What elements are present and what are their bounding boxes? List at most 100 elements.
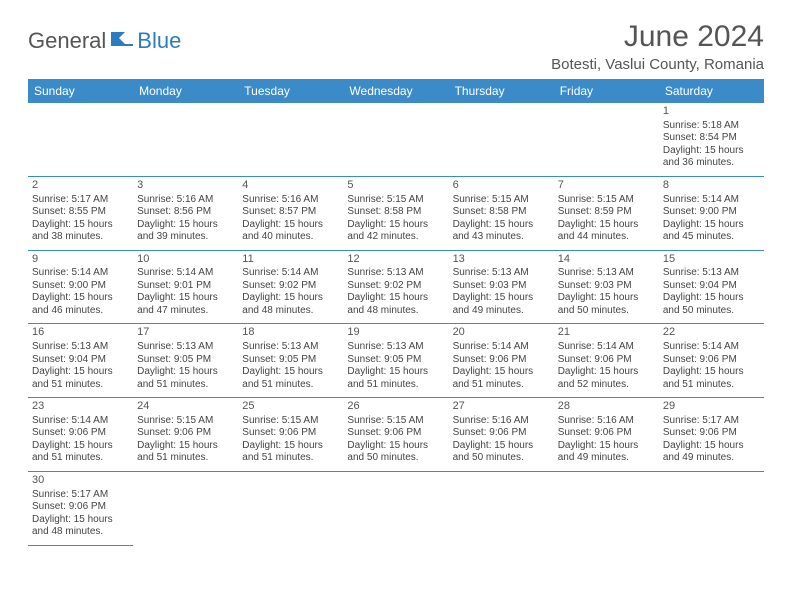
sunrise-text: Sunrise: 5:13 AM <box>558 267 655 280</box>
sunset-text: Sunset: 8:56 PM <box>137 206 234 219</box>
logo-flag-icon <box>111 30 135 53</box>
day-number: 2 <box>32 179 129 193</box>
sunset-text: Sunset: 9:02 PM <box>242 280 339 293</box>
day-number: 10 <box>137 253 234 267</box>
sunrise-text: Sunrise: 5:13 AM <box>137 341 234 354</box>
daylight-text: Daylight: 15 hours and 38 minutes. <box>32 219 129 244</box>
sunset-text: Sunset: 9:03 PM <box>558 280 655 293</box>
calendar-cell: 21Sunrise: 5:14 AMSunset: 9:06 PMDayligh… <box>554 324 659 398</box>
daylight-text: Daylight: 15 hours and 51 minutes. <box>137 440 234 465</box>
calendar-cell: 13Sunrise: 5:13 AMSunset: 9:03 PMDayligh… <box>449 250 554 324</box>
calendar-cell: 29Sunrise: 5:17 AMSunset: 9:06 PMDayligh… <box>659 398 764 472</box>
day-number: 15 <box>663 253 760 267</box>
day-info: Sunrise: 5:14 AMSunset: 9:06 PMDaylight:… <box>32 415 129 465</box>
day-info: Sunrise: 5:15 AMSunset: 9:06 PMDaylight:… <box>347 415 444 465</box>
day-number: 18 <box>242 326 339 340</box>
calendar-cell: 17Sunrise: 5:13 AMSunset: 9:05 PMDayligh… <box>133 324 238 398</box>
sunset-text: Sunset: 9:05 PM <box>347 354 444 367</box>
day-number: 20 <box>453 326 550 340</box>
sunset-text: Sunset: 9:05 PM <box>242 354 339 367</box>
sunrise-text: Sunrise: 5:14 AM <box>137 267 234 280</box>
calendar-cell <box>659 471 764 545</box>
daylight-text: Daylight: 15 hours and 50 minutes. <box>347 440 444 465</box>
calendar-cell: 30Sunrise: 5:17 AMSunset: 9:06 PMDayligh… <box>28 471 133 545</box>
calendar-cell: 12Sunrise: 5:13 AMSunset: 9:02 PMDayligh… <box>343 250 448 324</box>
sunset-text: Sunset: 9:06 PM <box>663 427 760 440</box>
calendar-cell: 10Sunrise: 5:14 AMSunset: 9:01 PMDayligh… <box>133 250 238 324</box>
calendar-body: 1Sunrise: 5:18 AMSunset: 8:54 PMDaylight… <box>28 103 764 545</box>
sunset-text: Sunset: 9:06 PM <box>32 427 129 440</box>
day-info: Sunrise: 5:16 AMSunset: 9:06 PMDaylight:… <box>558 415 655 465</box>
day-info: Sunrise: 5:14 AMSunset: 9:01 PMDaylight:… <box>137 267 234 317</box>
sunset-text: Sunset: 9:00 PM <box>32 280 129 293</box>
day-info: Sunrise: 5:15 AMSunset: 8:59 PMDaylight:… <box>558 194 655 244</box>
calendar-cell: 9Sunrise: 5:14 AMSunset: 9:00 PMDaylight… <box>28 250 133 324</box>
sunset-text: Sunset: 9:06 PM <box>558 427 655 440</box>
daylight-text: Daylight: 15 hours and 51 minutes. <box>453 366 550 391</box>
weekday-header: Tuesday <box>238 79 343 103</box>
sunrise-text: Sunrise: 5:14 AM <box>453 341 550 354</box>
day-info: Sunrise: 5:14 AMSunset: 9:06 PMDaylight:… <box>663 341 760 391</box>
daylight-text: Daylight: 15 hours and 51 minutes. <box>242 440 339 465</box>
daylight-text: Daylight: 15 hours and 50 minutes. <box>663 292 760 317</box>
daylight-text: Daylight: 15 hours and 49 minutes. <box>663 440 760 465</box>
calendar-cell: 24Sunrise: 5:15 AMSunset: 9:06 PMDayligh… <box>133 398 238 472</box>
sunset-text: Sunset: 9:06 PM <box>663 354 760 367</box>
calendar-cell: 14Sunrise: 5:13 AMSunset: 9:03 PMDayligh… <box>554 250 659 324</box>
day-number: 4 <box>242 179 339 193</box>
sunrise-text: Sunrise: 5:13 AM <box>453 267 550 280</box>
calendar-cell: 18Sunrise: 5:13 AMSunset: 9:05 PMDayligh… <box>238 324 343 398</box>
daylight-text: Daylight: 15 hours and 51 minutes. <box>137 366 234 391</box>
sunset-text: Sunset: 8:59 PM <box>558 206 655 219</box>
sunrise-text: Sunrise: 5:15 AM <box>137 415 234 428</box>
sunrise-text: Sunrise: 5:13 AM <box>347 341 444 354</box>
daylight-text: Daylight: 15 hours and 51 minutes. <box>32 366 129 391</box>
daylight-text: Daylight: 15 hours and 48 minutes. <box>32 514 129 539</box>
sunrise-text: Sunrise: 5:14 AM <box>32 415 129 428</box>
weekday-header: Monday <box>133 79 238 103</box>
sunrise-text: Sunrise: 5:16 AM <box>137 194 234 207</box>
day-info: Sunrise: 5:14 AMSunset: 9:06 PMDaylight:… <box>453 341 550 391</box>
day-info: Sunrise: 5:17 AMSunset: 9:06 PMDaylight:… <box>663 415 760 465</box>
calendar-cell <box>554 103 659 176</box>
weekday-header: Sunday <box>28 79 133 103</box>
sunset-text: Sunset: 9:06 PM <box>453 354 550 367</box>
day-number: 24 <box>137 400 234 414</box>
calendar-cell: 2Sunrise: 5:17 AMSunset: 8:55 PMDaylight… <box>28 176 133 250</box>
day-info: Sunrise: 5:14 AMSunset: 9:00 PMDaylight:… <box>663 194 760 244</box>
sunrise-text: Sunrise: 5:17 AM <box>32 489 129 502</box>
sunrise-text: Sunrise: 5:13 AM <box>663 267 760 280</box>
day-number: 9 <box>32 253 129 267</box>
day-info: Sunrise: 5:14 AMSunset: 9:00 PMDaylight:… <box>32 267 129 317</box>
sunrise-text: Sunrise: 5:14 AM <box>558 341 655 354</box>
calendar-row: 16Sunrise: 5:13 AMSunset: 9:04 PMDayligh… <box>28 324 764 398</box>
daylight-text: Daylight: 15 hours and 51 minutes. <box>663 366 760 391</box>
sunset-text: Sunset: 9:06 PM <box>558 354 655 367</box>
calendar-cell: 23Sunrise: 5:14 AMSunset: 9:06 PMDayligh… <box>28 398 133 472</box>
day-info: Sunrise: 5:13 AMSunset: 9:03 PMDaylight:… <box>558 267 655 317</box>
sunrise-text: Sunrise: 5:14 AM <box>663 194 760 207</box>
daylight-text: Daylight: 15 hours and 42 minutes. <box>347 219 444 244</box>
sunset-text: Sunset: 9:06 PM <box>32 501 129 514</box>
calendar-cell <box>238 471 343 545</box>
logo: General Blue <box>28 20 181 54</box>
daylight-text: Daylight: 15 hours and 49 minutes. <box>558 440 655 465</box>
sunset-text: Sunset: 9:02 PM <box>347 280 444 293</box>
day-number: 8 <box>663 179 760 193</box>
sunrise-text: Sunrise: 5:14 AM <box>663 341 760 354</box>
calendar-row: 23Sunrise: 5:14 AMSunset: 9:06 PMDayligh… <box>28 398 764 472</box>
daylight-text: Daylight: 15 hours and 45 minutes. <box>663 219 760 244</box>
day-number: 13 <box>453 253 550 267</box>
daylight-text: Daylight: 15 hours and 48 minutes. <box>347 292 444 317</box>
logo-text-general: General <box>28 28 106 54</box>
weekday-header: Thursday <box>449 79 554 103</box>
calendar-cell <box>133 103 238 176</box>
daylight-text: Daylight: 15 hours and 51 minutes. <box>347 366 444 391</box>
day-number: 3 <box>137 179 234 193</box>
location: Botesti, Vaslui County, Romania <box>551 56 764 73</box>
sunset-text: Sunset: 9:04 PM <box>32 354 129 367</box>
calendar-row: 30Sunrise: 5:17 AMSunset: 9:06 PMDayligh… <box>28 471 764 545</box>
sunrise-text: Sunrise: 5:18 AM <box>663 120 760 133</box>
day-info: Sunrise: 5:13 AMSunset: 9:04 PMDaylight:… <box>663 267 760 317</box>
weekday-header: Friday <box>554 79 659 103</box>
